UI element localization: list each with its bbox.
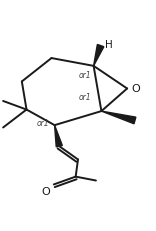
- Polygon shape: [55, 126, 62, 147]
- Text: O: O: [41, 186, 50, 196]
- Text: O: O: [131, 83, 140, 93]
- Text: H: H: [105, 40, 112, 50]
- Text: or1: or1: [37, 118, 49, 127]
- Polygon shape: [101, 112, 136, 124]
- Polygon shape: [94, 45, 104, 67]
- Text: or1: or1: [79, 92, 91, 101]
- Text: or1: or1: [79, 71, 91, 80]
